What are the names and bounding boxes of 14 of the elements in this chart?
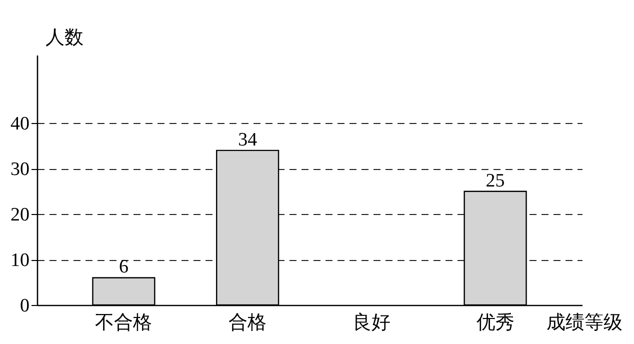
x-tick-label: 不合格 [95, 312, 152, 334]
x-tick-label: 优秀 [476, 312, 514, 334]
y-axis-title: 人数 [46, 28, 84, 48]
y-tick-label: 10 [10, 250, 30, 272]
data-label: 25 [486, 170, 505, 192]
data-label: 6 [118, 256, 128, 278]
x-axis-title: 成绩等级 [546, 312, 622, 334]
y-tick-label: 0 [20, 296, 30, 316]
x-tick-label: 良好 [352, 312, 390, 334]
y-tick-label: 40 [10, 114, 30, 135]
y-tick-label: 30 [10, 159, 30, 180]
x-tick-label: 合格 [228, 312, 267, 334]
data-label: 34 [238, 129, 258, 150]
y-tick-label: 20 [10, 204, 30, 226]
